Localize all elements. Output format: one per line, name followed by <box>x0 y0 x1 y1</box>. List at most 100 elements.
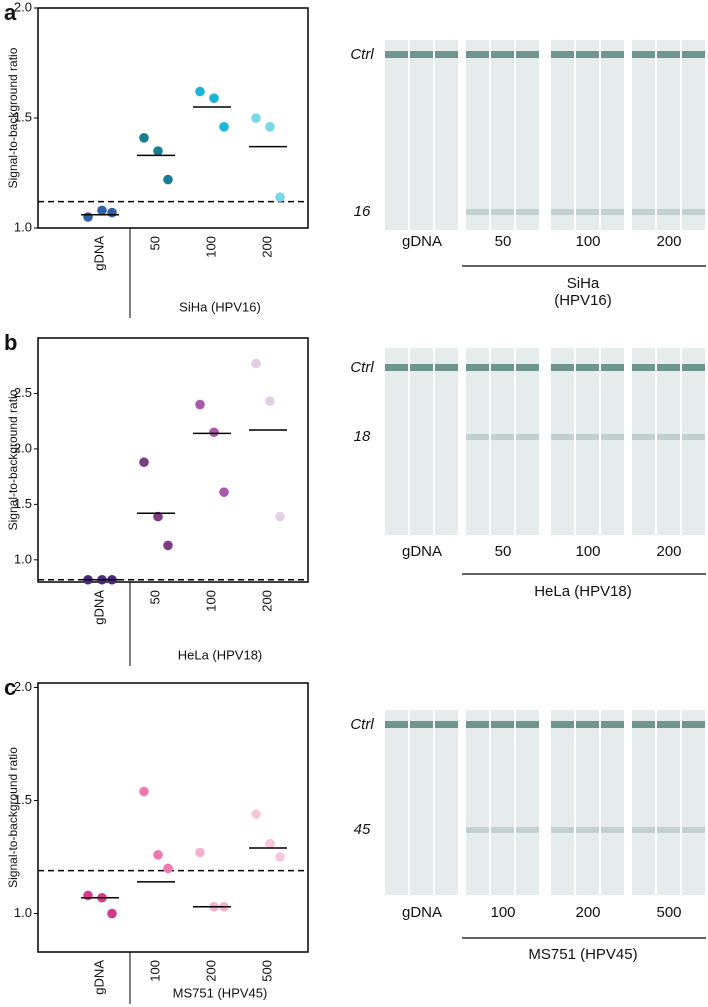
test-band <box>601 827 624 833</box>
data-point <box>153 511 163 522</box>
test-band <box>576 434 599 440</box>
panel-label: c <box>4 675 16 700</box>
ctrl-band <box>466 721 489 728</box>
x-tick-label: 100 <box>203 236 218 258</box>
ctrl-band <box>632 51 655 58</box>
lane-label: 100 <box>490 904 515 921</box>
strip <box>632 710 655 895</box>
data-point <box>219 487 229 497</box>
y-tick-label: 1.5 <box>14 496 32 511</box>
y-axis-label: Signal-to-background ratio <box>6 389 20 530</box>
test-band <box>632 827 655 833</box>
data-point <box>163 540 173 551</box>
lane-label: 200 <box>575 904 600 921</box>
strip <box>576 40 599 230</box>
y-tick-label: 2.5 <box>14 385 32 400</box>
data-point <box>195 399 205 410</box>
data-point <box>265 122 275 132</box>
test-label: 45 <box>354 821 371 838</box>
ctrl-band <box>491 51 514 58</box>
panel-label: b <box>4 330 17 355</box>
strip <box>410 40 433 230</box>
ctrl-band <box>657 51 680 58</box>
group-label: MS751 (HPV45) <box>173 985 268 1000</box>
test-band <box>466 827 489 833</box>
strip <box>657 710 680 895</box>
ctrl-band <box>632 721 655 728</box>
data-point <box>153 849 163 860</box>
test-band <box>551 434 574 440</box>
data-point <box>265 396 275 407</box>
group-label: SiHa (HPV16) <box>179 299 261 314</box>
test-band <box>682 827 705 833</box>
data-point <box>275 511 285 522</box>
ctrl-band <box>385 721 408 728</box>
ctrl-band <box>682 51 705 58</box>
plot-frame <box>37 682 309 953</box>
strip <box>682 40 705 230</box>
data-point <box>275 852 285 862</box>
ctrl-band <box>601 51 624 58</box>
lane-label: gDNA <box>402 543 442 560</box>
test-band <box>491 827 514 833</box>
ctrl-band <box>516 721 539 728</box>
strip <box>551 348 574 535</box>
ctrl-band <box>576 364 599 371</box>
strip <box>516 710 539 895</box>
strip <box>601 710 624 895</box>
test-label: 16 <box>354 203 371 220</box>
y-tick-label: 1.0 <box>14 551 32 566</box>
plot-frame <box>37 337 309 583</box>
group-label: HeLa (HPV18) <box>178 647 263 662</box>
ctrl-label: Ctrl <box>350 359 374 376</box>
strip <box>435 40 458 230</box>
ctrl-band <box>385 51 408 58</box>
strip <box>435 710 458 895</box>
test-band <box>551 209 574 215</box>
ctrl-band <box>410 364 433 371</box>
lane-label: 200 <box>656 233 681 250</box>
x-tick-label: 500 <box>259 960 274 982</box>
test-label: 18 <box>354 428 371 445</box>
strip <box>435 348 458 535</box>
data-point <box>163 863 173 874</box>
x-tick-label: gDNA <box>91 590 106 625</box>
y-tick-label: 1.5 <box>14 109 32 124</box>
ctrl-band <box>576 51 599 58</box>
x-tick-label: 200 <box>203 960 218 982</box>
x-tick-label: 200 <box>259 236 274 258</box>
ctrl-band <box>466 364 489 371</box>
strip <box>466 40 489 230</box>
data-point <box>209 427 219 438</box>
strip <box>682 348 705 535</box>
strip <box>491 40 514 230</box>
y-tick-label: 1.5 <box>14 792 32 807</box>
y-axis-label: Signal-to-background ratio <box>6 747 20 888</box>
data-point <box>163 174 173 185</box>
lane-label: 200 <box>656 543 681 560</box>
strip <box>576 710 599 895</box>
ctrl-band <box>516 364 539 371</box>
x-tick-label: 50 <box>147 590 162 604</box>
strip <box>576 348 599 535</box>
strip <box>516 348 539 535</box>
ctrl-band <box>601 364 624 371</box>
strip <box>632 40 655 230</box>
test-band <box>657 434 680 440</box>
lane-label: 50 <box>495 233 512 250</box>
x-tick-label: 200 <box>259 590 274 612</box>
x-tick-label: 50 <box>147 236 162 250</box>
lane-label: gDNA <box>402 904 442 921</box>
strip <box>601 40 624 230</box>
data-point <box>251 358 261 369</box>
test-band <box>657 827 680 833</box>
strip <box>385 348 408 535</box>
strip <box>385 710 408 895</box>
panel-label: a <box>4 0 17 25</box>
ctrl-band <box>601 721 624 728</box>
test-band <box>466 209 489 215</box>
data-point <box>139 457 149 468</box>
ctrl-band <box>576 721 599 728</box>
strip <box>410 348 433 535</box>
data-point <box>83 212 93 222</box>
